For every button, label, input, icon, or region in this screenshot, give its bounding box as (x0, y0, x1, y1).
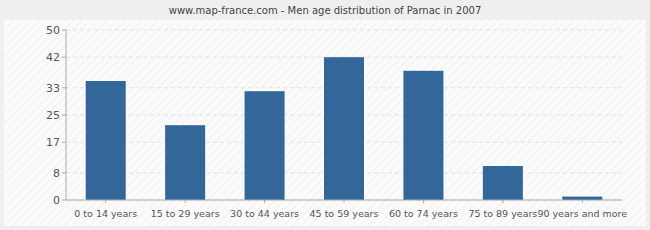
x-tick (423, 200, 424, 203)
plot-background (66, 30, 622, 200)
y-tick (62, 30, 66, 31)
x-tick (264, 200, 265, 203)
bar (483, 166, 523, 200)
y-tick (62, 57, 66, 58)
y-tick (62, 87, 66, 88)
x-tick-label: 75 to 89 years (468, 208, 537, 219)
y-tick (62, 172, 66, 173)
x-tick (502, 200, 503, 203)
chart-svg: www.map-france.com - Men age distributio… (0, 0, 650, 230)
y-tick-label: 0 (53, 194, 60, 207)
x-tick-label: 15 to 29 years (151, 208, 220, 219)
bar (403, 71, 443, 200)
y-tick-label: 42 (46, 51, 60, 64)
y-axis (66, 30, 67, 200)
x-tick (105, 200, 106, 203)
y-tick-label: 17 (46, 136, 60, 149)
outer-background (0, 0, 650, 230)
x-tick-label: 45 to 59 years (310, 208, 379, 219)
bar (86, 81, 126, 200)
y-tick (62, 200, 66, 201)
bar (245, 91, 285, 200)
y-tick-label: 50 (46, 24, 60, 37)
inner-background (4, 20, 646, 226)
x-tick-label: 30 to 44 years (230, 208, 299, 219)
bar (324, 57, 364, 200)
y-tick-label: 8 (53, 167, 60, 180)
bars (86, 57, 603, 200)
y-tick (62, 115, 66, 116)
title: www.map-france.com - Men age distributio… (169, 5, 482, 16)
bar (562, 197, 602, 200)
y-tick (62, 142, 66, 143)
y-tick-label: 25 (46, 109, 60, 122)
x-tick (185, 200, 186, 203)
x-tick (344, 200, 345, 203)
x-tick-label: 0 to 14 years (74, 208, 137, 219)
bar (165, 125, 205, 200)
x-tick (582, 200, 583, 203)
chart-container: www.map-france.com - Men age distributio… (0, 0, 650, 230)
y-tick-label: 33 (46, 82, 60, 95)
grid-line (66, 30, 622, 31)
x-tick-label: 60 to 74 years (389, 208, 458, 219)
x-tick-label: 90 years and more (537, 208, 627, 219)
